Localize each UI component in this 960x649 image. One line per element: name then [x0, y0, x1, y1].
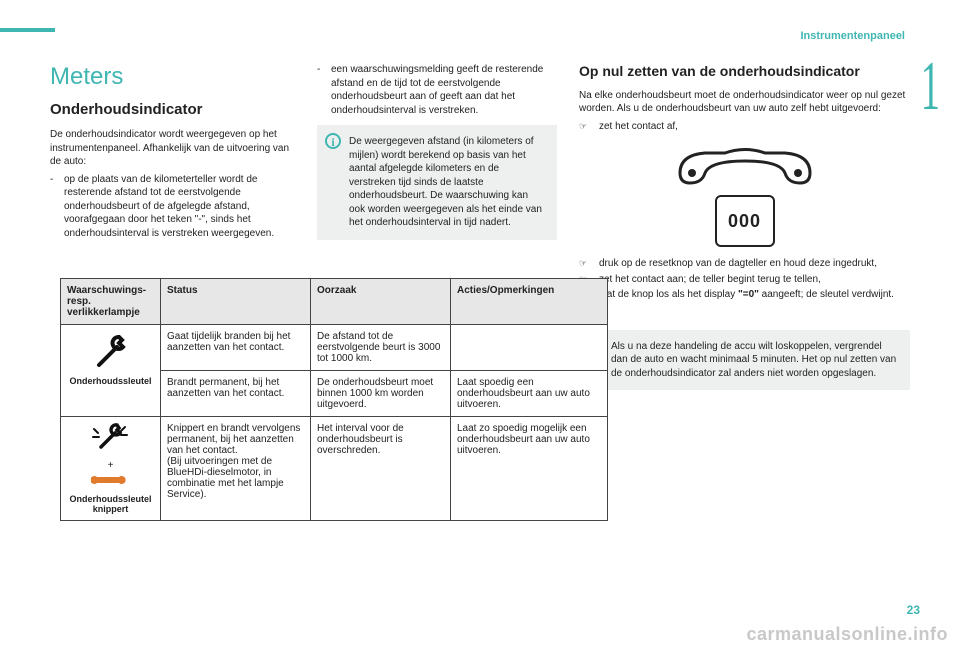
info-icon: i: [325, 133, 341, 149]
step-text: laat de knop los als het display "=0" aa…: [599, 288, 894, 302]
info-box: i De weergegeven afstand (in kilometers …: [317, 125, 557, 240]
status-cell: Knippert en brandt vervolgens permanent,…: [161, 417, 311, 521]
info-text: Als u na deze handeling de accu wilt los…: [611, 341, 896, 379]
cause-cell: Het interval voor de onderhoudsbeurt is …: [311, 417, 451, 521]
column-right: Op nul zetten van de onderhoudsindicator…: [579, 63, 910, 390]
dashboard-icon: [670, 143, 820, 189]
status-cell: Brandt permanent, bij het aanzetten van …: [161, 371, 311, 417]
action-cell: Laat spoedig een onderhoudsbeurt aan uw …: [451, 371, 608, 417]
manual-page: Instrumentenpaneel 1 Meters Onderhoudsin…: [0, 0, 960, 649]
accent-bar: [0, 28, 55, 32]
display-value: 000: [728, 211, 761, 232]
status-cell: Gaat tijdelijk branden bij het aanzetten…: [161, 325, 311, 371]
lamp-cell: + Onderhoudssleutel knippert: [61, 417, 161, 521]
lamp-label: Onderhoudssleutel knippert: [67, 494, 154, 514]
service-wrench-icon: [91, 471, 131, 489]
step-text: druk op de resetknop van de dagteller en…: [599, 257, 877, 271]
intro-paragraph: De onderhoudsindicator wordt weergegeven…: [50, 128, 295, 169]
reset-steps-2: druk op de resetknop van de dagteller en…: [579, 257, 910, 302]
section-subtitle: Onderhoudsindicator: [50, 101, 295, 118]
table-row: Onderhoudssleutel Gaat tijdelijk branden…: [61, 325, 608, 371]
reset-steps-1: zet het contact af,: [579, 120, 910, 134]
reset-title: Op nul zetten van de onderhoudsindicator: [579, 63, 910, 81]
display-000-icon: 000: [715, 195, 775, 247]
table-header-row: Waarschuwings- resp. verlikkerlampje Sta…: [61, 279, 608, 325]
wrench-flash-icon: [91, 423, 131, 457]
lamp-label: Onderhoudssleutel: [67, 376, 154, 386]
info-box: i Als u na deze handeling de accu wilt l…: [579, 330, 910, 391]
chapter-number: 1: [921, 62, 940, 111]
page-title: Meters: [50, 63, 295, 91]
step-text: zet het contact aan; de teller begint te…: [599, 273, 821, 287]
action-cell: [451, 325, 608, 371]
action-cell: Laat zo spoedig mogelijk een onderhoudsb…: [451, 417, 608, 521]
cause-cell: De onderhoudsbeurt moet binnen 1000 km w…: [311, 371, 451, 417]
th-action: Acties/Opmerkingen: [451, 279, 608, 325]
warning-table-wrap: Waarschuwings- resp. verlikkerlampje Sta…: [60, 278, 608, 521]
section-header: Instrumentenpaneel: [800, 30, 905, 42]
th-cause: Oorzaak: [311, 279, 451, 325]
page-number: 23: [907, 603, 920, 617]
wrench-icon: [91, 331, 131, 371]
cause-cell: De afstand tot de eerstvolgende beurt is…: [311, 325, 451, 371]
step-text: zet het contact af,: [599, 120, 678, 134]
warning-table: Waarschuwings- resp. verlikkerlampje Sta…: [60, 278, 608, 521]
lamp-cell: Onderhoudssleutel: [61, 325, 161, 417]
bullet-text: een waarschuwingsmelding geeft de rester…: [331, 63, 557, 117]
bullet-text: op de plaats van de kilometerteller word…: [64, 173, 295, 241]
watermark: carmanualsonline.info: [746, 624, 948, 645]
intro-bullets: op de plaats van de kilometerteller word…: [50, 173, 295, 241]
info-text: De weergegeven afstand (in kilometers of…: [349, 136, 542, 228]
table-row: + Onderhoudssleutel knippert Knippert en…: [61, 417, 608, 521]
th-lamp: Waarschuwings- resp. verlikkerlampje: [61, 279, 161, 325]
intro-bullets-cont: een waarschuwingsmelding geeft de rester…: [317, 63, 557, 117]
reset-intro: Na elke onderhoudsbeurt moet de onderhou…: [579, 89, 910, 116]
th-status: Status: [161, 279, 311, 325]
